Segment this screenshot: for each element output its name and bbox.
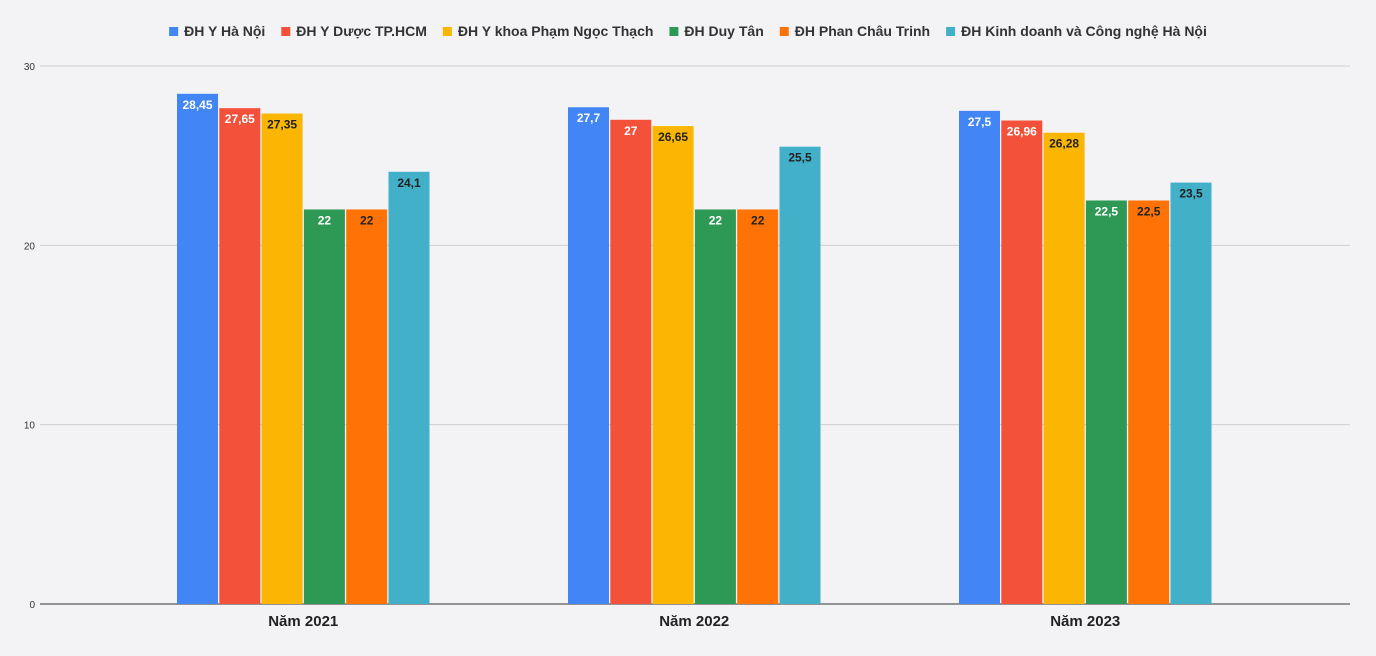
bar <box>1085 200 1127 604</box>
data-label: 26,96 <box>1007 125 1037 139</box>
bar-group: 28,45 27,65 27,35 22 22 24,1 <box>177 93 430 605</box>
data-label: 26,65 <box>658 130 688 144</box>
data-label: 22 <box>751 213 765 227</box>
bar <box>388 171 430 604</box>
data-label: 27,5 <box>968 115 992 129</box>
y-tick-label: 20 <box>24 241 36 252</box>
bar <box>219 108 261 604</box>
data-label: 25,5 <box>788 151 812 165</box>
data-label: 27,65 <box>225 112 255 126</box>
bar <box>610 119 652 605</box>
legend-item: ĐH Y Dược TP.HCM <box>281 23 427 39</box>
bar <box>303 209 345 604</box>
data-label: 22 <box>360 213 374 227</box>
legend-label: ĐH Kinh doanh và Công nghệ Hà Nội <box>961 23 1207 39</box>
data-label: 28,45 <box>182 98 212 112</box>
legend-swatch <box>442 27 452 36</box>
data-label: 22 <box>709 213 723 227</box>
legend-item: ĐH Y Hà Nội <box>169 23 265 39</box>
legend: ĐH Y Hà Nội ĐH Y Dược TP.HCM ĐH Y khoa Phạ… <box>169 23 1207 39</box>
data-label: 23,5 <box>1179 187 1203 201</box>
bar <box>1043 132 1085 604</box>
legend-label: ĐH Duy Tân <box>684 23 763 39</box>
legend-item: ĐH Kinh doanh và Công nghệ Hà Nội <box>946 23 1207 39</box>
y-tick-label: 10 <box>24 421 36 432</box>
x-tick-label: Năm 2022 <box>659 613 729 630</box>
data-label: 22,5 <box>1095 205 1119 219</box>
legend-item: ĐH Phan Châu Trinh <box>779 23 930 39</box>
bar <box>177 93 218 605</box>
legend-swatch <box>779 27 789 36</box>
bar <box>346 209 388 604</box>
bar <box>1001 120 1043 604</box>
bar-group: 27,7 27 26,65 22 22 25,5 <box>568 107 821 605</box>
legend-swatch <box>669 27 679 36</box>
y-tick-label: 30 <box>24 62 36 73</box>
bar <box>652 126 694 605</box>
data-label: 22,5 <box>1137 205 1161 219</box>
data-label: 26,28 <box>1049 137 1079 151</box>
legend-label: ĐH Y Hà Nội <box>184 23 265 39</box>
bar <box>1170 182 1212 605</box>
data-label: 27 <box>624 124 638 138</box>
legend-label: ĐH Y khoa Phạm Ngọc Thạch <box>458 23 654 39</box>
legend-item: ĐH Y khoa Phạm Ngọc Thạch <box>442 23 654 39</box>
legend-swatch <box>281 27 291 36</box>
bar <box>737 209 779 604</box>
bar <box>694 209 736 604</box>
data-label: 24,1 <box>397 176 421 190</box>
x-tick-label: Năm 2023 <box>1050 613 1120 630</box>
bar <box>779 146 821 604</box>
bar <box>1128 200 1170 604</box>
data-label: 27,35 <box>267 118 297 132</box>
data-label: 27,7 <box>577 111 601 125</box>
legend-swatch <box>169 27 179 36</box>
legend-item: ĐH Duy Tân <box>669 23 764 39</box>
x-tick-label: Năm 2021 <box>268 613 338 630</box>
bar-group: 27,5 26,96 26,28 22,5 22,5 23,5 <box>959 110 1212 605</box>
bar <box>261 113 303 605</box>
legend-label: ĐH Y Dược TP.HCM <box>296 23 427 39</box>
y-tick-label: 0 <box>29 600 35 611</box>
data-label: 22 <box>318 213 332 227</box>
legend-swatch <box>946 27 956 36</box>
bar <box>959 110 1000 604</box>
bar <box>568 107 609 604</box>
legend-label: ĐH Phan Châu Trinh <box>795 23 930 39</box>
